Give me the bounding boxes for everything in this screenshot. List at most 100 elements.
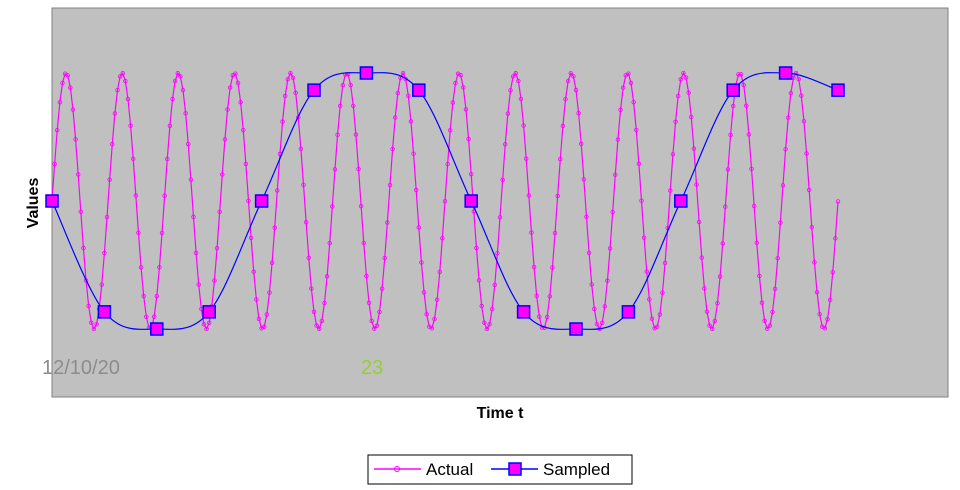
actual-point: [631, 99, 636, 105]
actual-point: [212, 278, 217, 283]
actual-point: [712, 318, 718, 324]
actual-point: [605, 278, 610, 283]
annotation-number: 23: [361, 357, 383, 379]
actual-point: [775, 256, 780, 261]
actual-point: [110, 141, 115, 147]
actual-point: [707, 323, 712, 328]
actual-point: [131, 156, 136, 162]
actual-point: [201, 322, 207, 327]
actual-point: [107, 177, 112, 182]
actual-point: [317, 326, 322, 331]
actual-point: [78, 209, 84, 214]
actual-point: [104, 214, 110, 220]
actual-point: [238, 100, 243, 105]
actual-point: [544, 314, 550, 320]
actual-point: [424, 312, 429, 317]
actual-point: [812, 260, 817, 265]
actual-point: [550, 265, 555, 270]
actual-point: [686, 90, 691, 95]
actual-point: [822, 326, 828, 331]
legend-actual-marker: [394, 466, 400, 472]
actual-point: [327, 241, 332, 246]
actual-point: [508, 88, 513, 93]
actual-point: [264, 312, 270, 317]
actual-point: [413, 187, 419, 193]
actual-point: [518, 96, 524, 102]
actual-point: [332, 167, 338, 172]
actual-point: [487, 322, 492, 327]
actual-point: [246, 198, 251, 204]
actual-point: [157, 265, 162, 270]
legend-sampled-marker: [508, 462, 522, 476]
actual-point: [125, 96, 131, 102]
actual-point: [749, 166, 754, 172]
legend-actual-label: Actual: [426, 460, 473, 479]
actual-point: [251, 269, 256, 274]
sampled-point: [464, 194, 478, 208]
actual-point: [75, 172, 81, 177]
actual-point: [361, 240, 366, 246]
actual-point: [736, 72, 741, 77]
actual-point: [374, 323, 380, 328]
actual-point: [586, 250, 592, 256]
actual-point: [751, 203, 757, 209]
actual-point: [670, 151, 676, 157]
actual-point: [636, 161, 642, 166]
actual-point: [390, 146, 395, 152]
actual-point: [558, 156, 563, 162]
actual-point: [94, 322, 99, 327]
actual-point: [799, 93, 804, 98]
actual-point: [613, 172, 618, 177]
actual-point: [298, 146, 304, 152]
actual-point: [385, 220, 390, 225]
actual-point: [235, 80, 241, 86]
actual-point: [183, 111, 188, 116]
annotation-date: 12/10/20: [42, 357, 120, 379]
actual-point: [783, 147, 788, 152]
actual-point: [172, 78, 178, 84]
actual-point: [450, 100, 456, 105]
actual-point: [547, 294, 552, 299]
actual-point: [744, 103, 749, 108]
sampled-point: [307, 83, 321, 97]
actual-point: [285, 77, 290, 82]
actual-point: [141, 293, 146, 299]
actual-point: [123, 78, 128, 84]
actual-point: [52, 161, 57, 167]
actual-point: [469, 171, 474, 177]
actual-point: [594, 322, 600, 327]
actual-point: [560, 123, 566, 129]
actual-point: [324, 274, 330, 279]
actual-point: [804, 151, 809, 156]
actual-point: [796, 76, 801, 82]
actual-point: [282, 93, 288, 99]
actual-point: [801, 118, 807, 124]
actual-point: [188, 177, 194, 182]
actual-point: [290, 75, 296, 80]
actual-point: [180, 87, 186, 93]
actual-point: [474, 245, 479, 251]
actual-point: [602, 304, 608, 309]
actual-point: [655, 324, 660, 329]
actual-point: [348, 82, 353, 88]
actual-point: [364, 273, 369, 279]
actual-point: [584, 214, 589, 219]
actual-point: [555, 193, 560, 199]
actual-point: [293, 90, 298, 96]
actual-point: [453, 80, 458, 86]
actual-point: [628, 80, 634, 86]
actual-point: [387, 182, 393, 188]
actual-point: [746, 132, 752, 137]
actual-point: [128, 123, 133, 128]
actual-point: [537, 314, 542, 319]
actual-point: [576, 110, 581, 116]
actual-point: [552, 230, 558, 236]
actual-point: [738, 72, 744, 77]
actual-point: [589, 282, 594, 287]
actual-point: [448, 128, 453, 133]
actual-point: [162, 193, 167, 198]
actual-point: [340, 83, 346, 88]
actual-point: [699, 255, 704, 260]
actual-point: [786, 115, 791, 120]
actual-point: [243, 161, 249, 167]
